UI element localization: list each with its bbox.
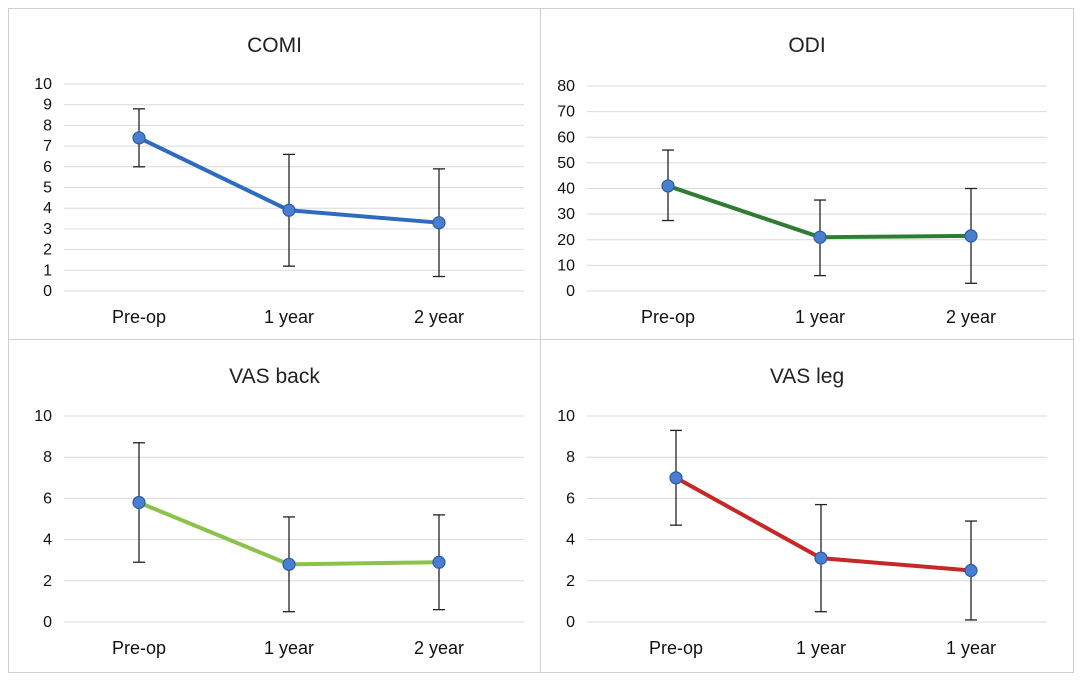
data-point xyxy=(432,216,446,230)
data-point xyxy=(132,495,146,510)
y-tick-label: 10 xyxy=(557,408,575,425)
data-point xyxy=(964,229,978,243)
chart-svg: VAS back 0 2 4 6 8 10 Pre-op 1 year 2 year xyxy=(34,365,524,658)
chart-panel-comi: COMI 0 1 2 3 4 5 6 7 8 9 10 Pre-op 1 year 2 year xyxy=(8,8,541,340)
chart-title: VAS back xyxy=(229,365,320,388)
y-tick-label: 60 xyxy=(557,129,575,146)
x-category-label: 1 year xyxy=(264,307,314,327)
y-tick-label: 0 xyxy=(43,283,52,300)
y-tick-label: 8 xyxy=(566,449,575,466)
y-tick-label: 2 xyxy=(43,573,52,590)
y-tick-label: 0 xyxy=(43,614,52,631)
y-tick-label: 20 xyxy=(557,232,575,249)
data-point xyxy=(813,230,827,244)
y-tick-label: 40 xyxy=(557,181,575,198)
y-tick-label: 50 xyxy=(557,155,575,172)
y-tick-label: 3 xyxy=(43,221,52,238)
y-tick-label: 4 xyxy=(43,200,52,217)
x-category-label: 2 year xyxy=(946,307,996,327)
y-tick-label: 6 xyxy=(43,490,52,507)
x-category-label: Pre-op xyxy=(649,638,703,658)
data-point xyxy=(132,131,146,145)
chart-panel-vas-leg: VAS leg 0 2 4 6 8 10 Pre-op 1 year 1 year xyxy=(540,339,1074,673)
y-tick-label: 8 xyxy=(43,449,52,466)
y-tick-label: 0 xyxy=(566,283,575,300)
y-tick-label: 30 xyxy=(557,206,575,223)
y-tick-label: 4 xyxy=(43,532,52,549)
chart-title: VAS leg xyxy=(770,365,844,388)
y-tick-label: 70 xyxy=(557,104,575,121)
chart-panel-odi: ODI 0 10 20 30 40 50 60 70 80 Pre-op 1 year 2 year xyxy=(540,8,1074,340)
y-tick-label: 10 xyxy=(34,76,52,93)
data-point xyxy=(814,551,828,565)
x-category-label: Pre-op xyxy=(112,638,166,658)
y-tick-label: 80 xyxy=(557,78,575,95)
y-tick-label: 2 xyxy=(43,242,52,259)
y-tick-label: 10 xyxy=(557,257,575,274)
y-tick-label: 0 xyxy=(566,614,575,631)
x-category-label: 2 year xyxy=(414,638,464,658)
y-tick-label: 9 xyxy=(43,97,52,114)
x-category-label: 1 year xyxy=(795,307,845,327)
y-tick-label: 6 xyxy=(43,159,52,176)
chart-title: ODI xyxy=(788,34,825,57)
chart-svg: ODI 0 10 20 30 40 50 60 70 80 Pre-op 1 year 2 year xyxy=(557,34,1047,327)
x-category-label: 1 year xyxy=(946,638,996,658)
y-tick-label: 1 xyxy=(43,262,52,279)
x-category-label: Pre-op xyxy=(112,307,166,327)
data-point xyxy=(432,555,446,569)
chart-title: COMI xyxy=(247,34,302,57)
data-point xyxy=(282,203,296,217)
x-category-label: Pre-op xyxy=(641,307,695,327)
x-category-label: 1 year xyxy=(264,638,314,658)
y-tick-label: 7 xyxy=(43,138,52,155)
x-category-label: 1 year xyxy=(796,638,846,658)
data-point xyxy=(669,471,683,485)
chart-svg: COMI 0 1 2 3 4 5 6 7 8 9 10 Pre-op 1 year 2 year xyxy=(34,34,524,327)
chart-svg: VAS leg 0 2 4 6 8 10 Pre-op 1 year 1 year xyxy=(557,365,1047,658)
y-tick-label: 4 xyxy=(566,532,575,549)
chart-panel-vas-back: VAS back 0 2 4 6 8 10 Pre-op 1 year 2 year xyxy=(8,339,541,673)
y-tick-label: 10 xyxy=(34,408,52,425)
data-point xyxy=(661,179,675,193)
x-category-label: 2 year xyxy=(414,307,464,327)
y-tick-label: 8 xyxy=(43,117,52,134)
data-point xyxy=(964,563,978,578)
y-tick-label: 5 xyxy=(43,180,52,197)
y-tick-label: 2 xyxy=(566,573,575,590)
data-point xyxy=(282,557,296,571)
y-tick-label: 6 xyxy=(566,490,575,507)
